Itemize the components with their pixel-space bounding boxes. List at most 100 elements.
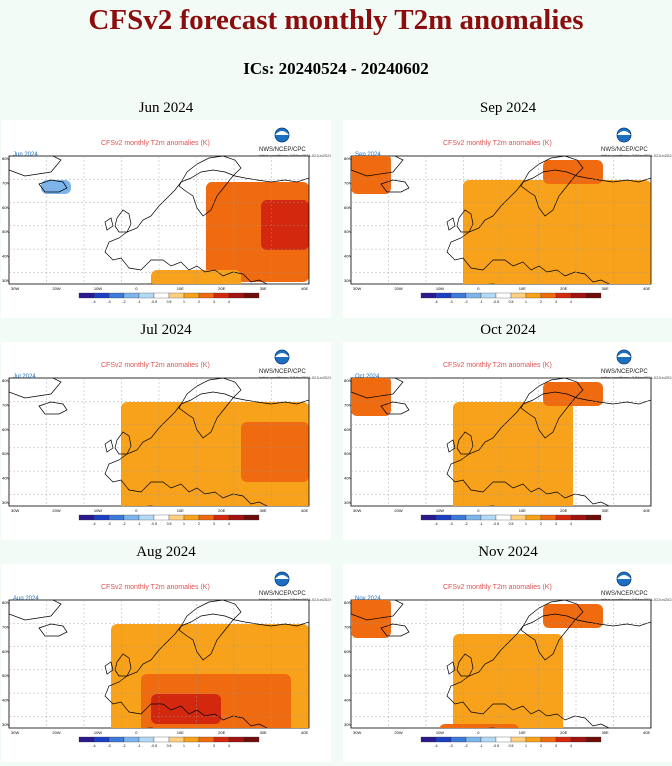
coastline — [114, 209, 132, 233]
coastline — [446, 391, 651, 506]
colorbar-label: 3 — [213, 300, 215, 304]
colorbar-label: -3 — [107, 300, 110, 304]
colorbar-swatch — [138, 292, 155, 299]
colorbar-swatch — [420, 292, 437, 299]
lat-tick-label: 50N — [344, 673, 351, 678]
colorbar-label: 0.5 — [509, 522, 514, 526]
coastline — [380, 623, 410, 637]
colorbar-label: -3 — [107, 744, 110, 748]
noaa-logo-icon — [274, 571, 290, 587]
agency-label: NWS/NCEP/CPC — [259, 147, 306, 153]
colorbar-label: 1 — [183, 522, 185, 526]
colorbar-label: -4 — [434, 300, 437, 304]
anomaly-region — [41, 180, 71, 194]
colorbar-swatch — [93, 736, 110, 743]
lon-tick-label: 30W — [11, 508, 19, 513]
coastline — [38, 179, 68, 193]
colorbar-label: 1 — [525, 522, 527, 526]
lon-tick-label: 10E — [177, 508, 184, 513]
colorbar-swatch — [465, 292, 482, 299]
colorbar-label: -2 — [464, 300, 467, 304]
colorbar-swatch — [228, 736, 245, 743]
colorbar-label: -0.5 — [493, 300, 499, 304]
colorbar-swatch — [465, 514, 482, 521]
lon-tick-label: 30W — [353, 730, 361, 735]
map-subtitle: CFSv2 monthly T2m anomalies (K) — [443, 362, 552, 369]
lon-tick-label: 10W — [436, 730, 444, 735]
colorbar-label: -2 — [122, 300, 125, 304]
coastline — [178, 378, 242, 439]
coastline — [38, 401, 68, 415]
colorbar-swatch — [495, 514, 512, 521]
lat-tick-label: 60N — [344, 649, 351, 654]
anomaly-region — [351, 600, 391, 638]
anomaly-map-svg: CFSv2 monthly T2m anomalies (K) NWS/NCEP/… — [2, 571, 331, 748]
coastline — [38, 623, 68, 637]
colorbar-label: 4 — [228, 300, 230, 304]
lat-tick-label: 40N — [2, 698, 9, 703]
coastline — [114, 653, 132, 677]
colorbar-swatch — [435, 514, 452, 521]
colorbar-swatch — [213, 736, 230, 743]
colorbar-swatch — [198, 514, 215, 521]
map-month-label: Sep 2024 — [355, 152, 381, 158]
colorbar-swatch — [93, 292, 110, 299]
lat-tick-label: 60N — [2, 427, 9, 432]
colorbar-label: -1 — [137, 522, 140, 526]
lon-tick-label: 10W — [94, 730, 102, 735]
lat-tick-label: 80N — [2, 156, 9, 161]
lon-tick-label: 30W — [353, 286, 361, 291]
anomaly-region — [97, 507, 227, 537]
colorbar-swatch — [198, 736, 215, 743]
colorbar-swatch — [420, 514, 437, 521]
panel-month-title: Jun 2024 — [138, 100, 194, 116]
colorbar-label: 1 — [183, 300, 185, 304]
lon-tick-label: 10E — [519, 286, 526, 291]
coastline — [104, 613, 309, 728]
map-month-label: Aug 2024 — [13, 596, 39, 602]
agency-label: NWS/NCEP/CPC — [259, 591, 306, 597]
colorbar-label: -0.5 — [151, 300, 157, 304]
forecast-panel: Aug 2024 CFSv2 monthly T2m anomalies (K) N… — [1, 544, 331, 766]
colorbar-swatch — [585, 292, 602, 299]
colorbar-label: 3 — [213, 744, 215, 748]
lon-tick-label: 20E — [218, 286, 225, 291]
colorbar-label: -3 — [449, 744, 452, 748]
lon-tick-label: 0 — [135, 508, 138, 513]
coastline — [104, 169, 309, 284]
lon-tick-label: 20W — [394, 730, 402, 735]
colorbar-label: -0.5 — [151, 522, 157, 526]
page-title: CFSv2 forecast monthly T2m anomalies — [88, 4, 584, 36]
map-month-label: Jul 2024 — [13, 374, 36, 380]
colorbar-label: 3 — [555, 744, 557, 748]
lat-tick-label: 70N — [344, 180, 351, 185]
colorbar-swatch — [123, 514, 140, 521]
coastline — [145, 505, 154, 506]
lon-tick-label: 40E — [301, 508, 308, 513]
lat-tick-label: 30N — [344, 500, 351, 505]
lon-tick-label: 20W — [52, 286, 60, 291]
lon-tick-label: 20E — [218, 730, 225, 735]
noaa-logo-icon — [616, 349, 632, 365]
coastline — [9, 156, 62, 177]
coastline — [456, 653, 474, 677]
initial-conditions: Initial conditions: 24May2024-02Jun2024 — [259, 153, 331, 158]
lat-tick-label: 50N — [2, 673, 9, 678]
colorbar-swatch — [138, 736, 155, 743]
coastline — [351, 156, 404, 177]
initial-conditions: Initial conditions: 24May2024-02Jun2024 — [601, 597, 672, 602]
initial-conditions: Initial conditions: 24May2024-02Jun2024 — [259, 597, 331, 602]
lat-tick-label: 60N — [344, 427, 351, 432]
colorbar-swatch — [480, 514, 497, 521]
lon-tick-label: 20W — [394, 286, 402, 291]
colorbar-label: -2 — [464, 522, 467, 526]
lon-tick-label: 30E — [260, 286, 267, 291]
anomaly-map-svg: CFSv2 monthly T2m anomalies (K) NWS/NCEP/… — [344, 349, 672, 526]
lon-tick-label: 30E — [260, 730, 267, 735]
colorbar-label: 4 — [228, 744, 230, 748]
anomaly-region — [261, 200, 309, 250]
colorbar-swatch — [525, 736, 542, 743]
colorbar-label: -4 — [92, 744, 95, 748]
colorbar-label: 3 — [555, 300, 557, 304]
colorbar-label: 0.5 — [509, 300, 514, 304]
